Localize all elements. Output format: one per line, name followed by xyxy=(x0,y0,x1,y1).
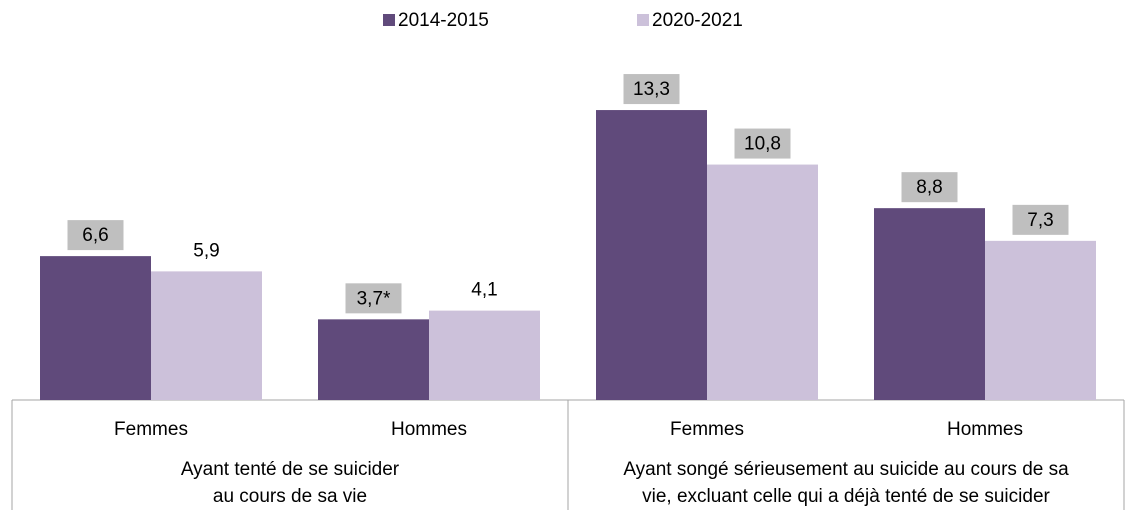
x-tick-label: Femmes xyxy=(114,419,188,440)
bar xyxy=(40,256,151,400)
legend-label: 2014-2015 xyxy=(398,10,489,31)
group-label: Ayant tenté de se suicider xyxy=(181,459,400,480)
bar xyxy=(318,319,429,400)
data-label: 3,7* xyxy=(357,288,391,309)
label-box xyxy=(345,283,402,314)
data-label: 4,1 xyxy=(471,280,497,301)
data-label: 8,8 xyxy=(916,177,942,198)
legend-label: 2020-2021 xyxy=(652,10,743,31)
data-label: 10,8 xyxy=(744,134,781,155)
group-label: vie, excluant celle qui a déjà tenté de … xyxy=(642,486,1050,507)
x-tick-label: Hommes xyxy=(391,419,467,440)
bar xyxy=(151,271,262,400)
legend-swatch xyxy=(637,14,649,26)
label-box xyxy=(1012,204,1069,235)
x-tick-label: Femmes xyxy=(670,419,744,440)
label-box xyxy=(734,128,791,159)
bar xyxy=(707,164,818,400)
x-tick-label: Hommes xyxy=(947,419,1023,440)
bar xyxy=(429,310,540,400)
label-box xyxy=(623,74,680,105)
bar xyxy=(596,110,707,400)
legend-swatch xyxy=(383,14,395,26)
data-label: 7,3 xyxy=(1027,210,1053,231)
label-box xyxy=(901,172,958,203)
bar xyxy=(985,240,1096,400)
group-label: au cours de sa vie xyxy=(213,486,367,507)
label-box xyxy=(67,220,124,251)
data-label: 6,6 xyxy=(82,225,108,246)
data-label: 5,9 xyxy=(193,240,219,261)
bar xyxy=(874,208,985,400)
data-label: 13,3 xyxy=(633,79,670,100)
group-label: Ayant songé sérieusement au suicide au c… xyxy=(623,459,1069,480)
